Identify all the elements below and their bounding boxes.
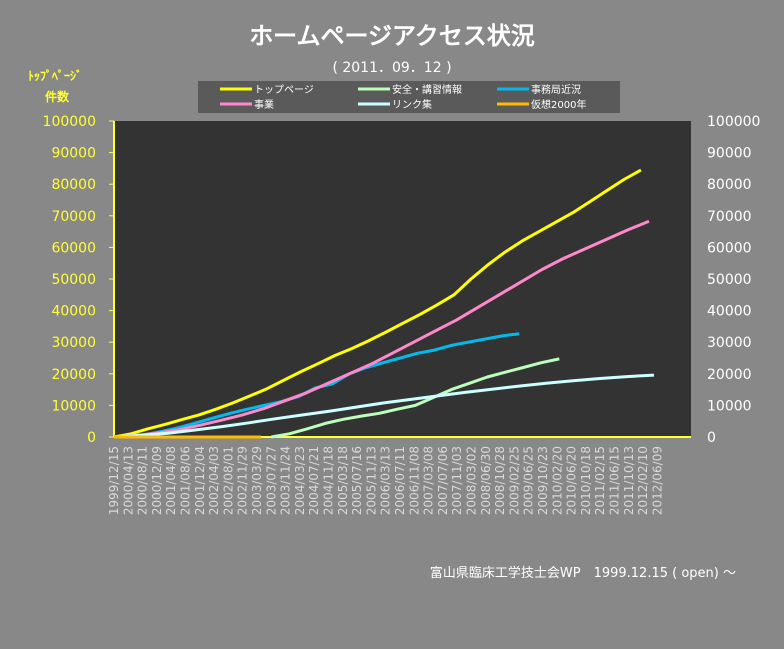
x-tick-label: 2003/07/27: [264, 446, 278, 515]
y-tick-label-right: 70000: [707, 209, 752, 225]
y-tick-label-right: 50000: [707, 272, 752, 288]
x-tick-label: 2004/07/21: [307, 446, 321, 515]
x-tick-label: 2006/03/13: [379, 446, 393, 515]
x-tick-label: 1999/12/15: [107, 446, 121, 515]
y-tick-label-left: 80000: [51, 177, 96, 193]
x-tick-label: 2009/06/25: [522, 446, 536, 515]
y-tick-label-right: 80000: [707, 177, 752, 193]
plot-area: [114, 121, 691, 437]
legend-label: リンク集: [392, 98, 432, 111]
y-tick-label-right: 60000: [707, 240, 752, 256]
x-tick-label: 2005/11/13: [364, 446, 378, 515]
y-tick-label-left: 50000: [51, 272, 96, 288]
x-tick-label: 2003/11/24: [279, 446, 293, 515]
x-tick-label: 2002/11/29: [236, 446, 250, 515]
x-tick-label: 2005/03/18: [336, 446, 350, 515]
chart-subtitle: ( 2011．09．12 ): [332, 60, 451, 76]
y-tick-label-left: 30000: [51, 335, 96, 351]
y-tick-label-left: 20000: [51, 367, 96, 383]
x-tick-label: 2010/10/18: [579, 446, 593, 515]
x-tick-label: 2001/08/06: [179, 446, 193, 515]
x-tick-label: 2008/03/02: [465, 446, 479, 515]
x-tick-label: 2001/12/04: [193, 446, 207, 515]
x-tick-label: 2006/07/11: [393, 446, 407, 515]
series-line: [113, 373, 655, 439]
x-tick-label: 2007/07/06: [436, 446, 450, 515]
y-tick-label-right: 100000: [707, 114, 760, 130]
x-tick-label: 2011/02/15: [593, 446, 607, 515]
y-tick-label-right: 30000: [707, 335, 752, 351]
x-tick-label: 2000/04/13: [121, 446, 135, 515]
y-tick-label-left: 70000: [51, 209, 96, 225]
y-axis-label-line2: 件数: [45, 89, 70, 104]
x-tick-label: 2000/12/09: [150, 446, 164, 515]
x-tick-label: 2002/04/03: [207, 446, 221, 515]
x-tick-label: 2012/02/10: [636, 446, 650, 515]
x-tick-label: 2001/04/08: [164, 446, 178, 515]
y-axis-label-line1: ﾄｯﾌﾟﾍﾟｰｼﾞ: [28, 68, 82, 83]
y-tick-label-left: 0: [87, 430, 96, 446]
x-tick-label: 2003/03/29: [250, 446, 264, 515]
x-tick-label: 2010/02/20: [550, 446, 564, 515]
y-tick-label-left: 90000: [51, 146, 96, 162]
y-tick-label-right: 10000: [707, 398, 752, 414]
x-tick-label: 2004/11/18: [322, 446, 336, 515]
x-tick-label: 2002/08/01: [221, 446, 235, 515]
series-lines: [113, 168, 655, 439]
legend-label: トップページ: [254, 84, 314, 96]
x-tick-label: 2008/10/28: [493, 446, 507, 515]
legend-label: 事務局近況: [531, 83, 581, 96]
y-tick-label-left: 40000: [51, 304, 96, 320]
y-tick-label-right: 0: [707, 430, 716, 446]
x-tick-label: 2009/10/23: [536, 446, 550, 515]
y-tick-label-left: 10000: [51, 398, 96, 414]
x-tick-label: 2006/11/08: [407, 446, 421, 515]
y-tick-label-right: 40000: [707, 304, 752, 320]
x-tick-label: 2005/07/16: [350, 446, 364, 515]
x-tick-label: 2012/06/09: [650, 446, 664, 515]
x-tick-label: 2010/06/20: [565, 446, 579, 515]
x-tick-label: 2004/03/23: [293, 446, 307, 515]
x-tick-label: 2000/08/11: [136, 446, 150, 515]
series-line: [113, 168, 642, 439]
y-tick-label-right: 90000: [707, 146, 752, 162]
series-line: [113, 219, 650, 439]
x-tick-label: 2009/02/25: [507, 446, 521, 515]
footer-text: 富山県臨床工学技士会WP 1999.12.15 ( open) ～: [430, 565, 736, 581]
x-tick-label: 2007/03/08: [422, 446, 436, 515]
y-ticks: 0 0 10000 10000 20000 20000 30000 30000 40000 400…: [43, 114, 761, 446]
legend-box: [198, 81, 620, 113]
x-tick-label: 2011/06/15: [608, 446, 622, 515]
legend-label: 仮想2000年: [531, 98, 586, 111]
x-tick-label: 2008/06/30: [479, 446, 493, 515]
legend-label: 安全・講習情報: [392, 83, 462, 96]
x-tick-label: 2011/10/13: [622, 446, 636, 515]
legend-label: 事業: [254, 98, 274, 111]
chart-title: ホームページアクセス状況: [249, 22, 535, 50]
y-tick-label-left: 100000: [43, 114, 96, 130]
y-tick-label-left: 60000: [51, 240, 96, 256]
x-tick-label: 2007/11/03: [450, 446, 464, 515]
y-tick-label-right: 20000: [707, 367, 752, 383]
series-line: [271, 357, 560, 439]
x-ticks: 1999/12/15 2000/04/13 2000/08/11 2000/12/09…: [107, 446, 664, 515]
